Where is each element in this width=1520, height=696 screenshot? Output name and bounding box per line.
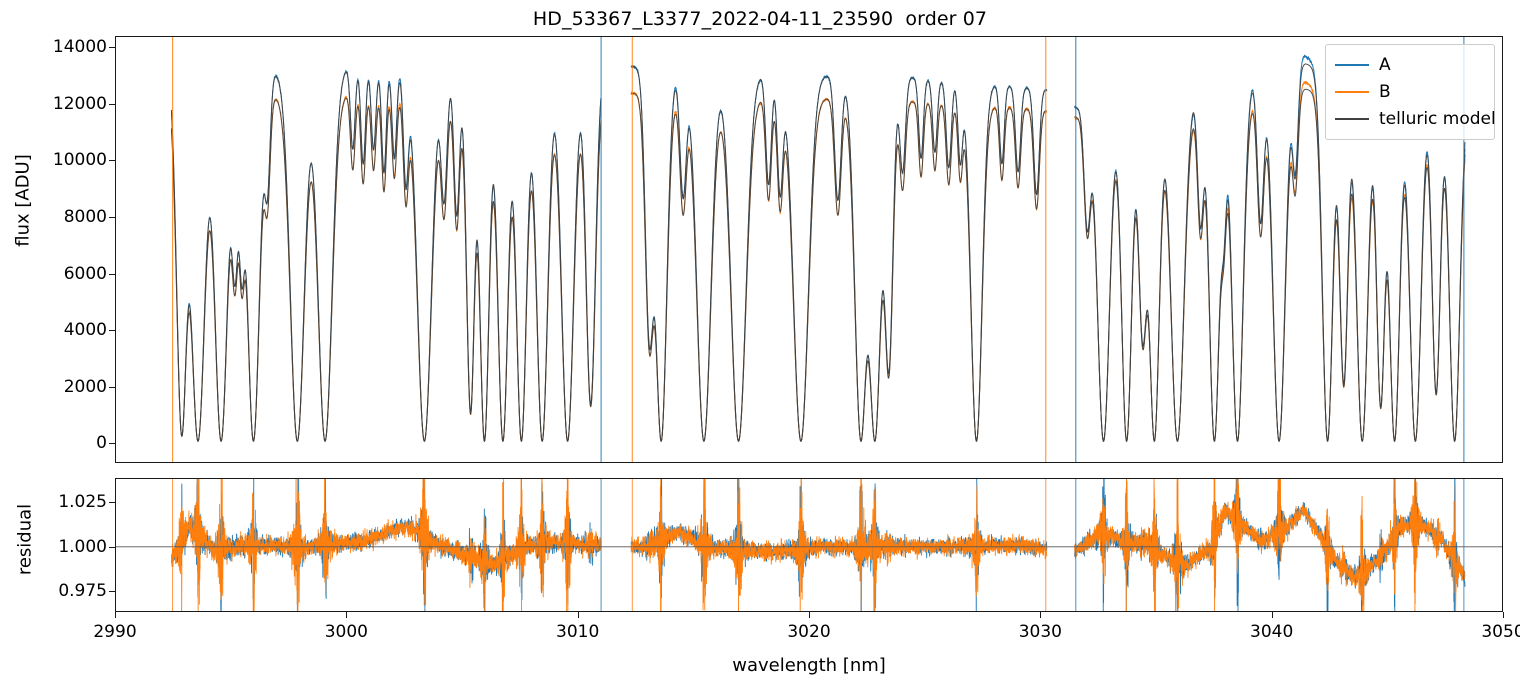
main-y-tick-labels: 0 2000 4000 6000 8000 10000 12000 14000 <box>0 36 107 463</box>
residual-y-tick-label: 1.025 <box>58 492 107 513</box>
main-y-tick-mark <box>109 47 115 49</box>
legend-line-icon <box>1335 90 1369 93</box>
main-y-tick-label: 10000 <box>52 150 107 171</box>
x-axis-label: wavelength [nm] <box>732 655 886 676</box>
main-y-tick-mark <box>109 103 115 105</box>
x-tick-mark <box>577 612 579 618</box>
main-y-tick-mark <box>109 216 115 218</box>
x-tick-label: 3000 <box>324 622 368 642</box>
legend-line-icon <box>1335 117 1369 120</box>
x-tick-mark <box>809 612 810 618</box>
x-tick-mark <box>1503 612 1504 618</box>
x-tick-mark <box>115 612 116 618</box>
flux-plot-area <box>115 36 1503 463</box>
legend-item: B <box>1335 78 1485 105</box>
main-y-tick-mark <box>109 273 115 275</box>
main-y-tick-label: 2000 <box>63 376 107 397</box>
residual-series-b-detector-1 <box>170 479 602 611</box>
x-tick-mark <box>1040 612 1042 618</box>
telluric-model-b-detector-3 <box>1074 88 1466 442</box>
telluric-model-b-detector-1 <box>170 97 602 442</box>
main-y-tick-mark <box>109 330 115 332</box>
legend-item-label: A <box>1379 54 1391 75</box>
residual-y-tick-label: 1.000 <box>58 536 107 557</box>
flux-spectrum-canvas <box>170 37 1466 462</box>
main-y-tick-label: 4000 <box>63 320 107 341</box>
legend-item-label: B <box>1379 81 1391 102</box>
residual-y-tick-labels: 0.975 1.000 1.025 <box>0 478 107 612</box>
page-title: HD_53367_L3377_2022-04-11_23590 order 07 <box>532 8 988 30</box>
x-tick-label: 3050 <box>1481 622 1520 642</box>
x-tick-label: 3040 <box>1250 622 1294 642</box>
main-y-tick-label: 6000 <box>63 263 107 284</box>
x-tick-mark <box>346 612 348 618</box>
telluric-model-b-detector-2 <box>630 92 1048 442</box>
x-tick-label: 3030 <box>1018 622 1062 642</box>
legend-item-label: telluric model <box>1379 108 1496 129</box>
x-tick-label: 3020 <box>787 622 831 642</box>
main-y-tick-mark <box>109 386 115 388</box>
x-tick-mark <box>1271 612 1273 618</box>
x-tick-label: 3010 <box>556 622 600 642</box>
main-y-tick-mark <box>109 443 115 445</box>
main-y-tick-mark <box>109 160 115 162</box>
residual-y-tick-mark <box>109 502 115 504</box>
legend-line-icon <box>1335 63 1369 66</box>
residual-plot-area <box>115 478 1503 612</box>
legend-item: A <box>1335 51 1485 78</box>
telluric-model-a-detector-2 <box>630 66 1048 442</box>
residual-y-tick-mark <box>109 546 115 548</box>
legend-item: telluric model <box>1335 105 1496 132</box>
main-y-tick-label: 12000 <box>52 93 107 114</box>
residual-series-b-detector-2 <box>630 479 1048 611</box>
main-y-tick-label: 0 <box>96 433 107 454</box>
telluric-model-a-detector-1 <box>170 71 602 442</box>
residual-series-b-detector-3 <box>1074 479 1466 611</box>
x-tick-label: 2990 <box>93 622 137 642</box>
flux-series-b-detector-2 <box>630 90 1048 442</box>
flux-series-a-detector-2 <box>630 65 1048 442</box>
residual-canvas <box>116 479 1502 611</box>
residual-y-tick-mark <box>109 591 115 593</box>
main-y-tick-label: 14000 <box>52 37 107 58</box>
residual-y-tick-label: 0.975 <box>58 581 107 602</box>
main-y-tick-label: 8000 <box>63 206 107 227</box>
